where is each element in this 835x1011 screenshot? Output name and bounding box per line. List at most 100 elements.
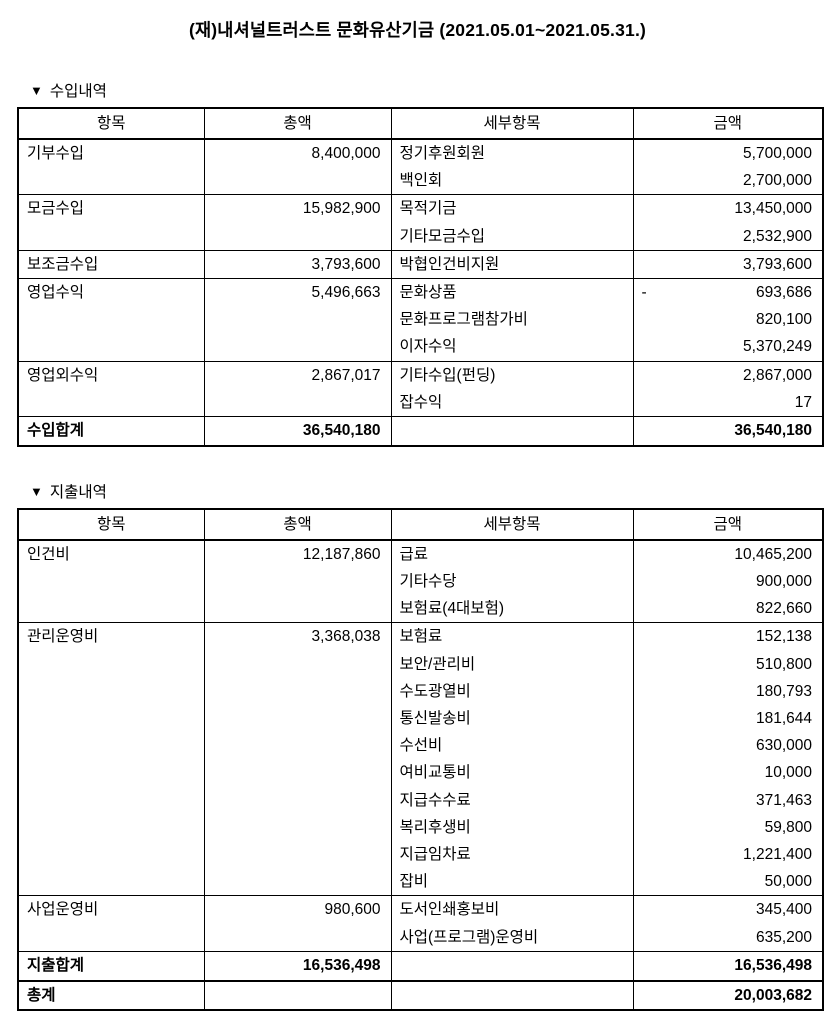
item-name: 기부수입	[27, 145, 85, 162]
table-row: 모금수입 15,982,900 목적기금 기타모금수입 13,450,000 2…	[18, 194, 823, 251]
expense-header-row: 항목 총액 세부항목 금액	[18, 508, 823, 541]
expense-section-title: 지출내역	[49, 483, 107, 501]
header-total: 총액	[204, 108, 392, 140]
page-title: (재)내셔널트러스트 문화유산기금 (2021.05.01~2021.05.31…	[188, 20, 647, 40]
detail-name: 급료	[399, 545, 429, 563]
detail-amount: 10,465,200	[734, 545, 812, 563]
table-row: 영업외수익 2,867,017 기타수입(펀딩) 잡수익 2,867,000 1…	[18, 360, 823, 417]
expense-table: 항목 총액 세부항목 금액 인건비 12,187,860 급료 기타수당 보험료…	[17, 507, 824, 1011]
income-total-row: 수입합계 36,540,180 36,540,180	[18, 415, 823, 446]
item-name: 영업수익	[27, 283, 85, 301]
item-name: 관리운영비	[27, 628, 99, 646]
detail-name: 문화상품	[399, 283, 457, 301]
summary-label: 지출합계	[27, 957, 85, 975]
grand-total-row: 총계 20,003,682	[18, 979, 823, 1011]
detail-amount: 10,000	[764, 764, 812, 782]
detail-names-cell: 도서인쇄홍보비 사업(프로그램)운영비	[391, 895, 634, 952]
income-section-title: 수입내역	[49, 83, 107, 100]
detail-name: 정기후원회원	[399, 145, 486, 162]
grand-total-amount: 20,003,682	[734, 986, 812, 1004]
detail-amount: 59,800	[764, 818, 812, 836]
detail-names-cell: 문화상품 문화프로그램참가비 이자수익	[391, 277, 634, 362]
empty-cell	[391, 415, 634, 446]
summary-amount: 16,536,498	[734, 957, 812, 975]
detail-name: 이자수익	[399, 338, 457, 356]
detail-names-cell: 정기후원회원 백인회	[391, 138, 634, 195]
header-total: 총액	[204, 508, 392, 541]
detail-amount: 2,700,000	[743, 172, 812, 190]
detail-name: 백인회	[399, 172, 443, 190]
detail-name: 보안/관리비	[399, 655, 476, 673]
detail-name: 기타수당	[399, 573, 457, 591]
detail-names-cell: 급료 기타수당 보험료(4대보험)	[391, 539, 634, 623]
table-row: 인건비 12,187,860 급료 기타수당 보험료(4대보험) 10,465,…	[18, 539, 823, 623]
detail-names-cell: 목적기금 기타모금수입	[391, 194, 634, 251]
detail-amounts-cell: 3,793,600	[633, 249, 823, 279]
detail-amounts-cell: 152,138 510,800 180,793 181,644 630,000 …	[633, 622, 823, 896]
table-row: 관리운영비 3,368,038 보험료 보안/관리비 수도광열비 통신발송비 수…	[18, 622, 823, 896]
detail-name: 목적기금	[399, 200, 457, 218]
header-item: 항목	[18, 108, 205, 140]
detail-amounts-cell: - 693,686 820,100 5,370,249	[633, 277, 823, 362]
header-detail: 세부항목	[391, 108, 634, 140]
item-total: 3,793,600	[311, 255, 381, 273]
item-name: 보조금수입	[27, 255, 99, 273]
income-table: 항목 총액 세부항목 금액 기부수입 8,400,000 정기후원회원 백인회 …	[17, 107, 824, 447]
item-name: 영업외수익	[27, 366, 99, 384]
table-row: 보조금수입 3,793,600 박협인건비지원 3,793,600	[18, 249, 823, 279]
triangle-down-icon: ▼	[30, 483, 43, 499]
detail-name: 박협인건비지원	[399, 255, 500, 273]
summary-total: 16,536,498	[302, 957, 381, 975]
detail-amount: 2,532,900	[743, 227, 812, 245]
detail-names-cell: 박협인건비지원	[391, 249, 634, 279]
detail-amount: 820,100	[755, 311, 812, 329]
item-total: 980,600	[324, 901, 381, 919]
detail-name: 사업(프로그램)운영비	[399, 928, 539, 946]
table-row: 기부수입 8,400,000 정기후원회원 백인회 5,700,000 2,70…	[18, 138, 823, 195]
item-name: 사업운영비	[27, 901, 99, 919]
empty-cell	[391, 950, 634, 981]
header-item: 항목	[18, 508, 205, 541]
detail-amount: 635,200	[755, 928, 812, 946]
detail-amounts-cell: 10,465,200 900,000 822,660	[633, 539, 823, 623]
detail-amount: 17	[794, 393, 812, 411]
detail-amount: 2,867,000	[743, 366, 812, 384]
item-total: 3,368,038	[311, 628, 381, 646]
income-header-row: 항목 총액 세부항목 금액	[18, 108, 823, 140]
detail-name: 잡수익	[399, 393, 443, 411]
detail-amount: 181,644	[755, 710, 812, 728]
item-total: 15,982,900	[302, 200, 381, 218]
detail-amounts-cell: 345,400 635,200	[633, 895, 823, 952]
detail-amount: 5,700,000	[743, 145, 812, 162]
detail-amount: 693,686	[755, 283, 812, 301]
item-total: 12,187,860	[302, 545, 381, 563]
item-name: 모금수입	[27, 200, 85, 218]
detail-amount-negative: - 693,686	[634, 279, 823, 306]
item-total: 5,496,663	[311, 283, 381, 301]
detail-name: 잡비	[399, 873, 429, 891]
detail-name: 문화프로그램참가비	[399, 311, 528, 329]
item-total: 2,867,017	[311, 366, 381, 384]
detail-name: 통신발송비	[399, 710, 471, 728]
detail-amounts-cell: 2,867,000 17	[633, 360, 823, 417]
detail-name: 보험료	[399, 628, 443, 646]
summary-label: 수입합계	[27, 422, 85, 440]
detail-amount: 13,450,000	[734, 200, 812, 218]
expense-total-row: 지출합계 16,536,498 16,536,498	[18, 950, 823, 981]
summary-total: 36,540,180	[302, 422, 381, 440]
detail-name: 기타모금수입	[399, 227, 486, 245]
detail-name: 지급수수료	[399, 791, 471, 809]
detail-amounts-cell: 5,700,000 2,700,000	[633, 138, 823, 195]
detail-amount: 152,138	[755, 628, 812, 646]
detail-amount: 345,400	[755, 901, 812, 919]
detail-amount: 3,793,600	[743, 255, 812, 273]
detail-name: 기타수입(펀딩)	[399, 366, 496, 384]
header-detail: 세부항목	[391, 508, 634, 541]
expense-section-label: ▼ 지출내역	[30, 480, 835, 502]
detail-name: 수도광열비	[399, 682, 471, 700]
detail-name: 지급임차료	[399, 845, 471, 863]
detail-names-cell: 보험료 보안/관리비 수도광열비 통신발송비 수선비 여비교통비 지급수수료 복…	[391, 622, 634, 896]
detail-amounts-cell: 13,450,000 2,532,900	[633, 194, 823, 251]
negative-sign: -	[641, 283, 647, 301]
